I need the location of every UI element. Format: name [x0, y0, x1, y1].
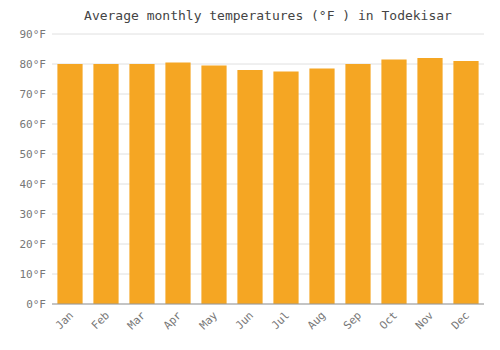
bar — [201, 66, 226, 305]
bar — [237, 70, 262, 304]
chart: Average monthly temperatures (°F ) in To… — [0, 0, 500, 350]
grid — [52, 34, 484, 304]
y-tick-label: 90°F — [20, 28, 47, 41]
y-tick-label: 20°F — [20, 238, 47, 251]
x-tick-label: Apr — [161, 309, 185, 333]
bars — [57, 58, 478, 304]
bar — [345, 64, 370, 304]
x-axis-line — [52, 304, 484, 305]
grid-line — [52, 34, 484, 35]
y-tick-label: 70°F — [20, 88, 47, 101]
bar — [309, 69, 334, 305]
bar — [165, 63, 190, 305]
x-tick-label: Dec — [449, 309, 472, 332]
bar — [57, 64, 82, 304]
bar — [93, 64, 118, 304]
bar — [129, 64, 154, 304]
x-tick-label: Sep — [341, 309, 364, 332]
x-tick-label: Mar — [125, 309, 149, 333]
bar — [453, 61, 478, 304]
bar — [381, 60, 406, 305]
y-tick-label: 30°F — [20, 208, 47, 221]
bar — [417, 58, 442, 304]
y-tick-label: 50°F — [20, 148, 47, 161]
bar — [273, 72, 298, 305]
x-tick-label: Feb — [89, 309, 112, 332]
y-tick-label: 10°F — [20, 268, 47, 281]
y-tick-label: 40°F — [20, 178, 47, 191]
x-tick-label: Jul — [269, 309, 292, 332]
y-tick-label: 80°F — [20, 58, 47, 71]
x-tick-label: Jan — [53, 309, 76, 332]
x-tick-label: Aug — [305, 309, 328, 332]
y-tick-label: 0°F — [26, 298, 46, 311]
grid-line — [52, 304, 484, 305]
x-tick-label: Nov — [413, 309, 437, 333]
x-tick-label: Jun — [233, 309, 256, 332]
x-tick-label: Oct — [377, 309, 400, 332]
chart-container: Average monthly temperatures (°F ) in To… — [0, 0, 500, 350]
title: Average monthly temperatures (°F ) in To… — [84, 8, 452, 23]
x-tick-label: May — [197, 309, 221, 333]
y-tick-label: 60°F — [20, 118, 47, 131]
